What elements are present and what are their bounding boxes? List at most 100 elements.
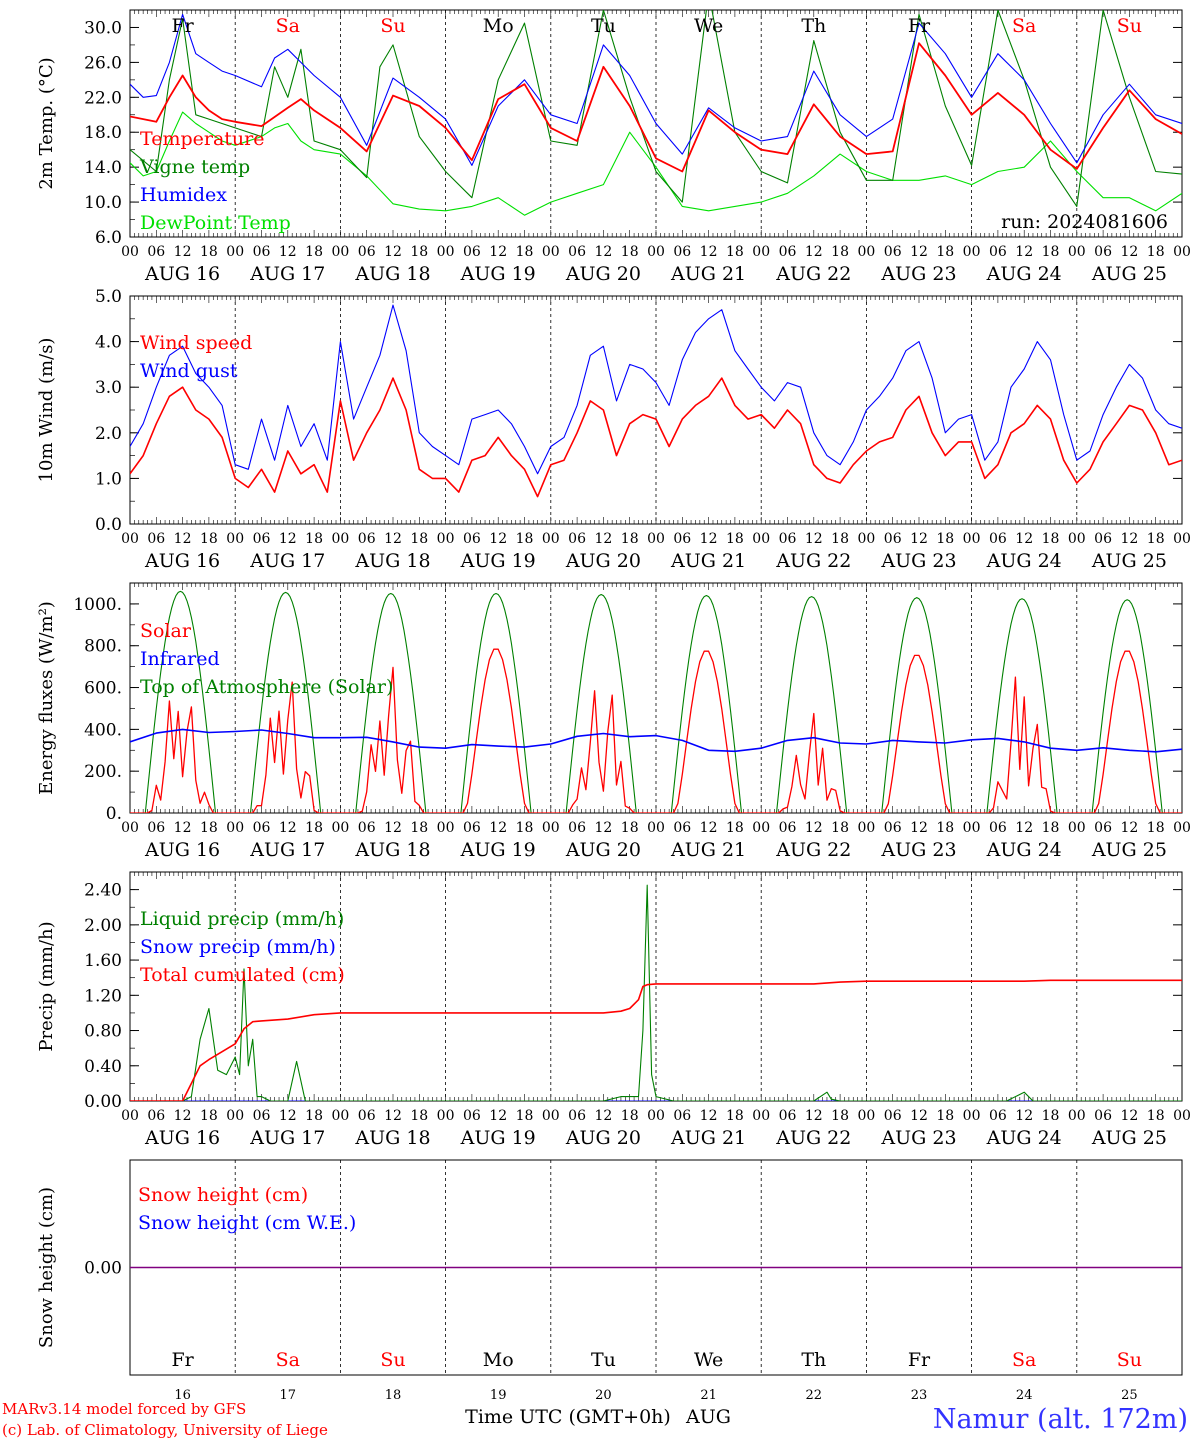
hour-tick-label: 12 [805,820,823,836]
hour-tick-label: 06 [1094,1108,1112,1124]
hour-tick-label: 06 [463,531,481,547]
date-label: AUG 19 [460,1127,536,1149]
y-tick-label: 200. [84,762,122,782]
run-label: run: 2024081606 [1001,211,1168,233]
hour-tick-label: 18 [200,244,218,260]
date-label: AUG 17 [249,839,325,861]
hour-tick-label: 00 [752,244,770,260]
hour-tick-label: 00 [542,531,560,547]
hour-tick-label: 00 [1068,820,1086,836]
y-tick-label: 0.0 [95,515,122,535]
hour-tick-label: 12 [910,1108,928,1124]
hour-tick-label: 06 [673,820,691,836]
hour-tick-label: 00 [1068,244,1086,260]
hour-tick-label: 00 [121,820,139,836]
date-label: AUG 17 [249,550,325,572]
hour-tick-label: 00 [121,1108,139,1124]
hour-tick-label: 18 [936,531,954,547]
weekday-label: Tu [591,15,616,37]
weekday-label: We [694,1349,723,1371]
series-line-0 [130,42,1182,173]
hour-tick-label: 06 [568,820,586,836]
hour-tick-label: 06 [779,1108,797,1124]
hour-tick-label: 18 [831,531,849,547]
date-label: AUG 25 [1091,839,1167,861]
hour-tick-label: 00 [752,820,770,836]
hour-tick-label: 12 [594,1108,612,1124]
legend-entry: Snow height (cm W.E.) [138,1212,356,1234]
hour-tick-label: 06 [147,820,165,836]
y-axis-label: 10m Wind (m/s) [36,338,57,483]
hour-tick-label: 18 [1147,244,1165,260]
hour-tick-label: 12 [1120,244,1138,260]
day-number-label: 20 [595,1388,612,1403]
weekday-label: Th [801,15,826,37]
hour-tick-label: 18 [410,244,428,260]
hour-tick-label: 12 [279,531,297,547]
hour-tick-label: 00 [857,531,875,547]
y-tick-label: 0.00 [84,1092,122,1112]
hour-tick-label: 12 [700,1108,718,1124]
y-tick-label: 400. [84,720,122,740]
hour-tick-label: 18 [1042,1108,1060,1124]
y-tick-label: 14.0 [84,158,122,178]
hour-tick-label: 00 [752,1108,770,1124]
date-label: AUG 17 [249,1127,325,1149]
series-line-3 [130,111,1182,216]
hour-tick-label: 00 [1173,1108,1191,1124]
y-tick-label: 2.0 [95,424,122,444]
hour-tick-label: 12 [489,244,507,260]
y-tick-label: 3.0 [95,378,122,398]
legend-entry: Wind speed [140,332,252,354]
legend-entry: Top of Atmosphere (Solar) [140,676,393,698]
hour-tick-label: 18 [621,531,639,547]
hour-tick-label: 06 [1094,244,1112,260]
hour-tick-label: 18 [305,531,323,547]
hour-tick-label: 12 [700,531,718,547]
y-tick-label: 18.0 [84,123,122,143]
hour-tick-label: 00 [121,531,139,547]
date-label: AUG 23 [880,550,956,572]
hour-tick-label: 12 [805,244,823,260]
hour-tick-label: 06 [1094,820,1112,836]
date-label: AUG 19 [460,550,536,572]
series-line-infrared [130,728,1182,753]
date-label: AUG 20 [565,263,641,285]
hour-tick-label: 12 [279,1108,297,1124]
date-label: AUG 21 [670,1127,746,1149]
hour-tick-label: 12 [700,244,718,260]
y-tick-label: 5.0 [95,287,122,307]
legend-entry: DewPoint Temp [140,212,291,234]
hour-tick-label: 12 [910,820,928,836]
y-tick-label: 1.0 [95,469,122,489]
y-axis-label: Precip (mm/h) [36,921,57,1051]
hour-tick-label: 12 [1015,531,1033,547]
hour-tick-label: 00 [226,820,244,836]
hour-tick-label: 12 [384,244,402,260]
hour-tick-label: 12 [489,1108,507,1124]
date-label: AUG 25 [1091,550,1167,572]
hour-tick-label: 12 [384,1108,402,1124]
month-label: AUG [685,1406,731,1428]
series-line-1 [130,10,1182,207]
hour-tick-label: 00 [647,531,665,547]
hour-tick-label: 00 [121,244,139,260]
hour-tick-label: 00 [647,1108,665,1124]
date-label: AUG 23 [880,1127,956,1149]
hour-tick-label: 18 [1147,531,1165,547]
date-label: AUG 16 [144,1127,220,1149]
weekday-label: Su [380,15,405,37]
hour-tick-label: 06 [358,820,376,836]
day-number-label: 19 [490,1388,507,1403]
hour-tick-label: 18 [726,820,744,836]
date-label: AUG 24 [986,839,1062,861]
y-tick-label: 26.0 [84,53,122,73]
hour-tick-label: 12 [279,244,297,260]
hour-tick-label: 00 [542,244,560,260]
hour-tick-label: 06 [989,820,1007,836]
date-label: AUG 18 [354,1127,430,1149]
hour-tick-label: 18 [516,820,534,836]
hour-tick-label: 00 [963,1108,981,1124]
legend-entry: Humidex [140,184,227,206]
x-axis-label: Time UTC (GMT+0h) [465,1406,671,1428]
